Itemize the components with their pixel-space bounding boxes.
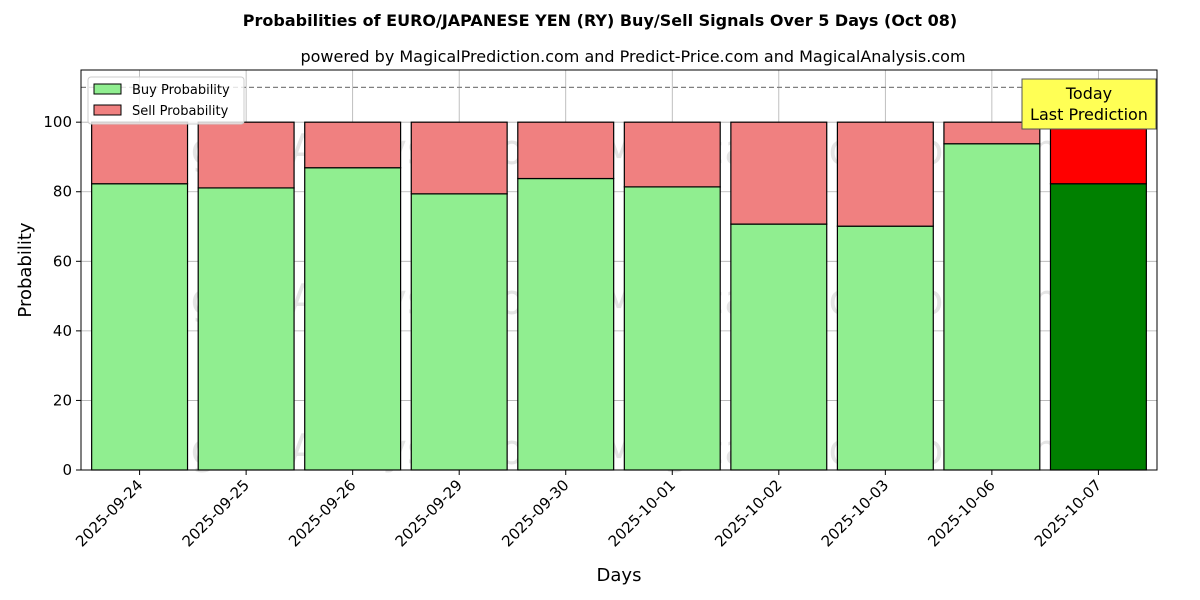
bar-buy-2025-09-24 (91, 183, 189, 471)
x-tick-label: 2025-09-24 (72, 476, 146, 550)
bar-buy-2025-10-02 (730, 223, 828, 471)
x-tick-label: 2025-10-07 (1031, 476, 1105, 550)
x-tick-label: 2025-10-02 (711, 476, 785, 550)
bar-buy-2025-10-01 (623, 186, 721, 471)
bar-sell-2025-10-03 (836, 121, 934, 227)
bars-layer (91, 121, 1147, 471)
x-tick-label: 2025-10-06 (924, 476, 998, 550)
chart-subtitle: powered by MagicalPrediction.com and Pre… (300, 47, 965, 66)
bar-sell-2025-10-07 (1049, 121, 1147, 185)
bar-sell-2025-09-30 (517, 121, 615, 180)
bar-buy-2025-09-29 (410, 193, 508, 471)
bar-buy-2025-10-03 (836, 225, 934, 471)
bar-buy-2025-10-07 (1049, 183, 1147, 471)
y-axis-ticks: 0 20 40 60 80 100 (43, 113, 81, 479)
plot-area-frame (80, 69, 1158, 471)
today-annotation: Today Last Prediction (1021, 78, 1157, 130)
bar-sell-2025-10-02 (730, 121, 828, 225)
annotation-box (1021, 78, 1157, 130)
annotation-line-last-prediction: Last Prediction (1030, 105, 1148, 124)
annotation-line-today: Today (1065, 84, 1112, 103)
bar-buy-2025-09-25 (197, 187, 295, 471)
legend: Buy Probability Sell Probability (87, 76, 245, 125)
y-tick-label: 80 (53, 183, 72, 201)
legend-label-buy: Buy Probability (132, 83, 230, 98)
y-tick-label: 40 (53, 322, 72, 340)
y-tick-label: 20 (53, 391, 72, 409)
x-tick-label: 2025-09-29 (392, 476, 466, 550)
x-axis-label: Days (597, 565, 642, 586)
legend-box (87, 76, 245, 125)
x-tick-label: 2025-10-01 (605, 476, 679, 550)
y-tick-label: 60 (53, 252, 72, 270)
bar-sell-2025-09-24 (91, 121, 189, 185)
bar-buy-2025-09-30 (517, 177, 615, 471)
y-axis-label: Probability (15, 222, 36, 317)
x-tick-label: 2025-09-26 (285, 476, 359, 550)
legend-swatch-buy (93, 83, 122, 95)
bar-buy-2025-10-06 (943, 143, 1041, 471)
chart-title: Probabilities of EURO/JAPANESE YEN (RY) … (243, 11, 957, 30)
bar-sell-2025-09-25 (197, 121, 295, 189)
x-tick-label: 2025-09-25 (179, 476, 253, 550)
bar-sell-2025-09-29 (410, 121, 508, 195)
legend-label-sell: Sell Probability (132, 104, 229, 119)
bar-sell-2025-10-01 (623, 121, 721, 188)
x-axis-ticks: 2025-09-24 2025-09-25 2025-09-26 2025-09-29… (72, 470, 1105, 550)
legend-swatch-sell (93, 104, 122, 116)
bar-buy-2025-09-26 (304, 167, 402, 471)
x-tick-label: 2025-10-03 (818, 476, 892, 550)
bar-sell-2025-09-26 (304, 121, 402, 169)
y-tick-label: 0 (62, 461, 72, 479)
x-tick-label: 2025-09-30 (498, 476, 572, 550)
bar-sell-2025-10-06 (943, 121, 1041, 145)
y-tick-label: 100 (43, 113, 72, 131)
